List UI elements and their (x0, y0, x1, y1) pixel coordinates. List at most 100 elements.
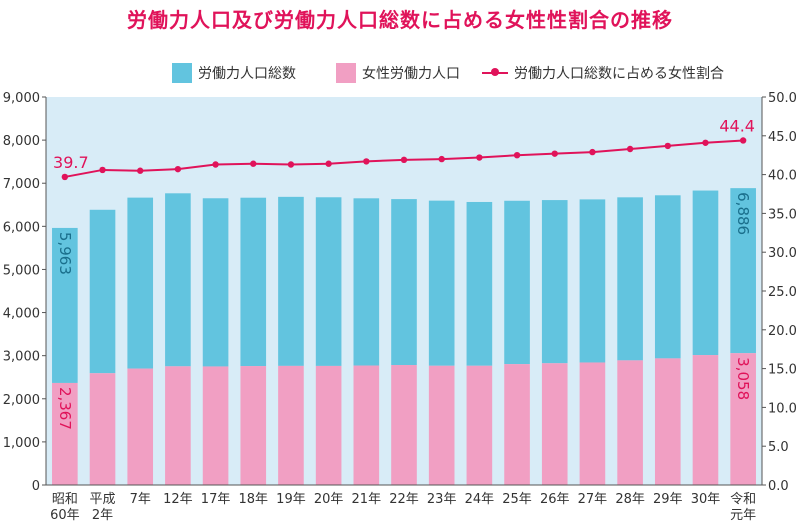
ratio-point (99, 166, 106, 174)
y-right-tick-label: 15.0 (768, 363, 797, 378)
ratio-point (174, 165, 182, 173)
bar-total (541, 200, 568, 364)
x-tick-label: 昭和 (52, 492, 78, 507)
y-left-tick-label: 4,000 (3, 307, 40, 322)
ratio-point (325, 160, 332, 167)
ratio-point (212, 161, 219, 168)
bar-total (127, 197, 154, 369)
ratio-point (363, 158, 370, 165)
x-tick-label: 19年 (276, 492, 306, 507)
y-left-tick-label: 9,000 (3, 91, 40, 106)
ratio-point (626, 145, 634, 153)
x-tick-label: 令和 (730, 492, 756, 507)
bar-female (504, 364, 530, 485)
bar-total (240, 197, 267, 367)
data-label-total-first: 5,963 (56, 232, 74, 275)
bar-female (127, 368, 154, 485)
x-tick-label: 12年 (163, 492, 193, 507)
x-tick-label: 25年 (502, 492, 532, 507)
ratio-point (739, 137, 747, 144)
x-tick-label: 元年 (730, 508, 756, 523)
y-right-tick-label: 10.0 (768, 401, 797, 416)
ratio-point (137, 167, 144, 174)
bar-total (617, 197, 643, 361)
ratio-point (438, 155, 445, 163)
data-label-ratio-last: 44.4 (719, 116, 755, 135)
y-left-tick-label: 1,000 (3, 436, 40, 451)
bar-female (541, 363, 568, 485)
y-left-tick-label: 8,000 (3, 134, 40, 149)
x-tick-label: 23年 (427, 492, 457, 507)
data-label-total-last: 6,886 (734, 192, 752, 235)
bar-total (202, 198, 229, 367)
x-tick-label: 30年 (691, 492, 721, 507)
bar-total (391, 199, 417, 366)
bar-female (617, 360, 643, 485)
y-right-tick-label: 25.0 (768, 285, 797, 300)
data-label-female-first: 2,367 (56, 387, 74, 430)
bar-total (315, 197, 342, 366)
bar-female (278, 365, 304, 485)
x-tick-label: 21年 (352, 492, 382, 507)
bar-total (579, 199, 606, 363)
bar-female (466, 365, 493, 485)
ratio-point (61, 173, 69, 181)
bar-total (52, 227, 78, 383)
ratio-point (400, 156, 408, 164)
y-right-tick-label: 5.0 (768, 440, 789, 455)
bar-female (654, 358, 681, 485)
y-right-tick-label: 45.0 (768, 130, 797, 145)
ratio-point (702, 139, 709, 146)
x-tick-label: 20年 (314, 492, 344, 507)
x-tick-label: 2年 (92, 508, 113, 523)
ratio-point (513, 152, 521, 159)
legend-item-female: 女性労働力人口 (336, 60, 460, 86)
bar-female (579, 362, 606, 485)
bar-total (89, 209, 116, 374)
ratio-point (287, 161, 295, 168)
x-tick-label: 60年 (50, 508, 80, 523)
ratio-point (664, 142, 671, 150)
legend-label-total: 労働力人口総数 (198, 66, 296, 82)
bar-female (240, 366, 267, 485)
y-left-tick-label: 5,000 (3, 263, 40, 278)
bar-female (165, 366, 191, 485)
legend-item-total: 労働力人口総数 (172, 60, 296, 86)
chart-title: 労働力人口及び労働力人口総数に占める女性性割合の推移 (127, 8, 673, 32)
ratio-point (476, 154, 483, 161)
bar-female (428, 365, 455, 485)
y-left-tick-label: 3,000 (3, 350, 40, 365)
x-tick-label: 18年 (238, 492, 268, 507)
data-label-ratio-first: 39.7 (53, 153, 89, 172)
ratio-point (250, 160, 257, 167)
x-tick-label: 平成 (90, 492, 116, 507)
bar-female (391, 365, 417, 485)
legend-swatch-female (336, 63, 356, 83)
data-label-female-last: 3,058 (734, 357, 752, 400)
bar-female (353, 365, 380, 485)
legend-line-ratio (482, 63, 508, 83)
x-tick-label: 28年 (615, 492, 645, 507)
legend-label-female: 女性労働力人口 (362, 66, 460, 82)
bar-total (428, 200, 455, 366)
y-right-tick-label: 30.0 (768, 246, 797, 261)
bar-total (466, 201, 493, 366)
x-tick-label: 27年 (578, 492, 608, 507)
ratio-point (551, 150, 558, 157)
bar-total (278, 196, 304, 366)
y-left-tick-label: 6,000 (3, 220, 40, 235)
y-right-tick-label: 40.0 (768, 169, 797, 184)
y-left-tick-label: 0 (32, 479, 40, 494)
x-tick-label: 29年 (653, 492, 683, 507)
bar-total (654, 195, 681, 359)
bar-total (730, 188, 756, 354)
y-right-tick-label: 35.0 (768, 207, 797, 222)
ratio-point (589, 148, 596, 156)
y-right-tick-label: 20.0 (768, 324, 797, 339)
x-tick-label: 7年 (130, 492, 151, 507)
bar-female (89, 373, 116, 485)
legend-label-ratio: 労働力人口総数に占める女性割合 (514, 66, 724, 82)
bar-female (202, 366, 229, 485)
y-right-tick-label: 0.0 (768, 479, 789, 494)
